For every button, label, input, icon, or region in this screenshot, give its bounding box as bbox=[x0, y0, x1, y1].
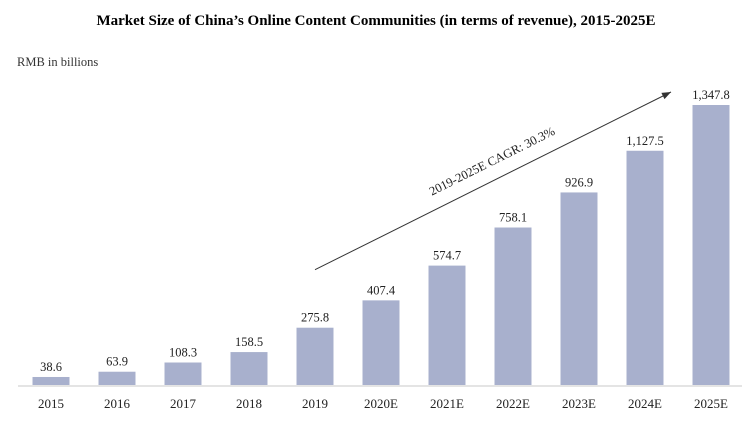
value-label-2025e: 1,347.8 bbox=[692, 88, 730, 102]
x-tick-label-2024e: 2024E bbox=[628, 396, 662, 411]
value-label-2023e: 926.9 bbox=[565, 175, 593, 189]
x-tick-label-2020e: 2020E bbox=[364, 396, 398, 411]
bar-2019 bbox=[296, 327, 334, 385]
x-tick-label-2021e: 2021E bbox=[430, 396, 464, 411]
cagr-arrowhead bbox=[661, 92, 671, 100]
x-tick-label-2016: 2016 bbox=[104, 396, 131, 411]
bar-2023e bbox=[560, 192, 598, 385]
cagr-annotation: 2019-2025E CAGR: 30.3% bbox=[427, 124, 557, 198]
value-label-2022e: 758.1 bbox=[499, 211, 527, 225]
value-label-2024e: 1,127.5 bbox=[626, 134, 664, 148]
chart-title: Market Size of China’s Online Content Co… bbox=[96, 13, 655, 29]
bar-2016 bbox=[98, 371, 136, 385]
x-tick-label-2017: 2017 bbox=[170, 396, 197, 411]
bar-2022e bbox=[494, 227, 532, 385]
x-tick-labels: 2015 2016 2017 2018 2019 2020E 2021E 2022E 2023E… bbox=[38, 396, 728, 411]
x-tick-label-2019: 2019 bbox=[302, 396, 328, 411]
value-label-2016: 63.9 bbox=[106, 355, 128, 369]
x-tick-label-2025e: 2025E bbox=[694, 396, 728, 411]
x-tick-label-2023e: 2023E bbox=[562, 396, 596, 411]
bar-2021e bbox=[428, 265, 466, 385]
value-label-2021e: 574.7 bbox=[433, 249, 461, 263]
y-axis-unit-label: RMB in billions bbox=[17, 55, 98, 69]
value-labels: 38.6 63.9 108.3 158.5 275.8 407.4 574.7 758.1 92… bbox=[40, 88, 730, 374]
value-label-2017: 108.3 bbox=[169, 346, 197, 360]
bar-2017 bbox=[164, 362, 202, 385]
bar-2025e bbox=[692, 105, 730, 385]
value-label-2015: 38.6 bbox=[40, 360, 62, 374]
bar-series bbox=[32, 105, 730, 385]
value-label-2018: 158.5 bbox=[235, 335, 263, 349]
value-label-2020e: 407.4 bbox=[367, 283, 396, 297]
x-tick-label-2022e: 2022E bbox=[496, 396, 530, 411]
bar-2024e bbox=[626, 150, 664, 385]
bar-2020e bbox=[362, 300, 400, 385]
value-label-2019: 275.8 bbox=[301, 311, 329, 325]
x-tick-label-2015: 2015 bbox=[38, 396, 64, 411]
bar-2018 bbox=[230, 352, 268, 385]
x-tick-label-2018: 2018 bbox=[236, 396, 262, 411]
bar-2015 bbox=[32, 376, 70, 385]
cagr-arrow-line bbox=[314, 91, 672, 271]
